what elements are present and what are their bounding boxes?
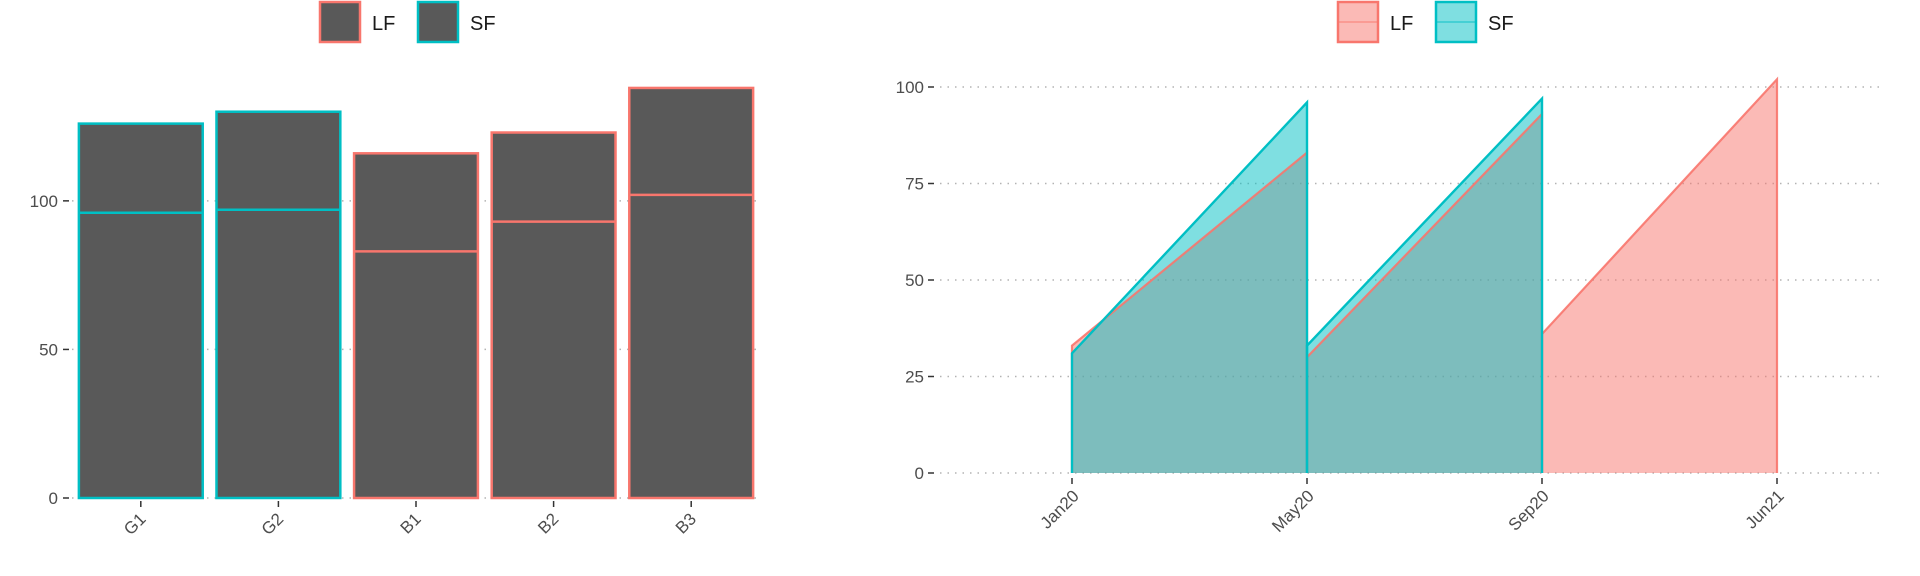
legend-label-lf: LF [372, 13, 395, 35]
legend-label-lf: LF [1390, 13, 1413, 35]
bar-legend: LF SF [318, 0, 496, 44]
x-tick-label-may20: May20 [1268, 486, 1318, 536]
legend-swatch-lf [318, 0, 362, 44]
area-sf-segment-2 [1307, 98, 1542, 473]
y-tick-label-25: 25 [905, 368, 924, 387]
bar-marks [77, 86, 755, 500]
y-tick-label-50: 50 [39, 340, 58, 359]
line-sf-segment-2 [1305, 95, 1544, 473]
line-sf-segment-1 [1070, 99, 1309, 473]
bar-g2 [215, 110, 342, 500]
legend-label-sf: SF [1488, 13, 1514, 35]
y-tick-label-100: 100 [30, 192, 58, 211]
legend-label-sf: SF [470, 13, 496, 35]
bar-b3 [628, 86, 755, 500]
area-lf-segment-3 [1542, 79, 1777, 473]
y-tick-label-0: 0 [49, 489, 58, 508]
legend-swatch-sf [416, 0, 460, 44]
area-y-axis: 0 25 50 75 100 [896, 78, 934, 483]
x-tick-label-sep20: Sep20 [1505, 486, 1553, 534]
area-legend: LF SF [1336, 0, 1514, 44]
bar-y-axis: 0 50 100 [30, 192, 69, 508]
bar-b1 [352, 152, 480, 500]
bar-g1 [77, 122, 204, 500]
y-tick-label-75: 75 [905, 175, 924, 194]
y-tick-label-50: 50 [905, 271, 924, 290]
x-tick-label-jan20: Jan20 [1037, 486, 1083, 532]
y-tick-label-0: 0 [915, 464, 924, 483]
y-tick-label-100: 100 [896, 78, 924, 97]
area-sf-segment-1 [1072, 102, 1307, 473]
area-marks [1070, 76, 1779, 474]
area-x-axis: Jan20 May20 Sep20 Jun21 [1037, 478, 1788, 536]
x-tick-label-jun21: Jun21 [1742, 486, 1788, 532]
bar-b2 [490, 131, 617, 500]
